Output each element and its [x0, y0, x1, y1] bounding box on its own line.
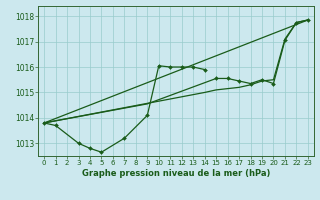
X-axis label: Graphe pression niveau de la mer (hPa): Graphe pression niveau de la mer (hPa) — [82, 169, 270, 178]
